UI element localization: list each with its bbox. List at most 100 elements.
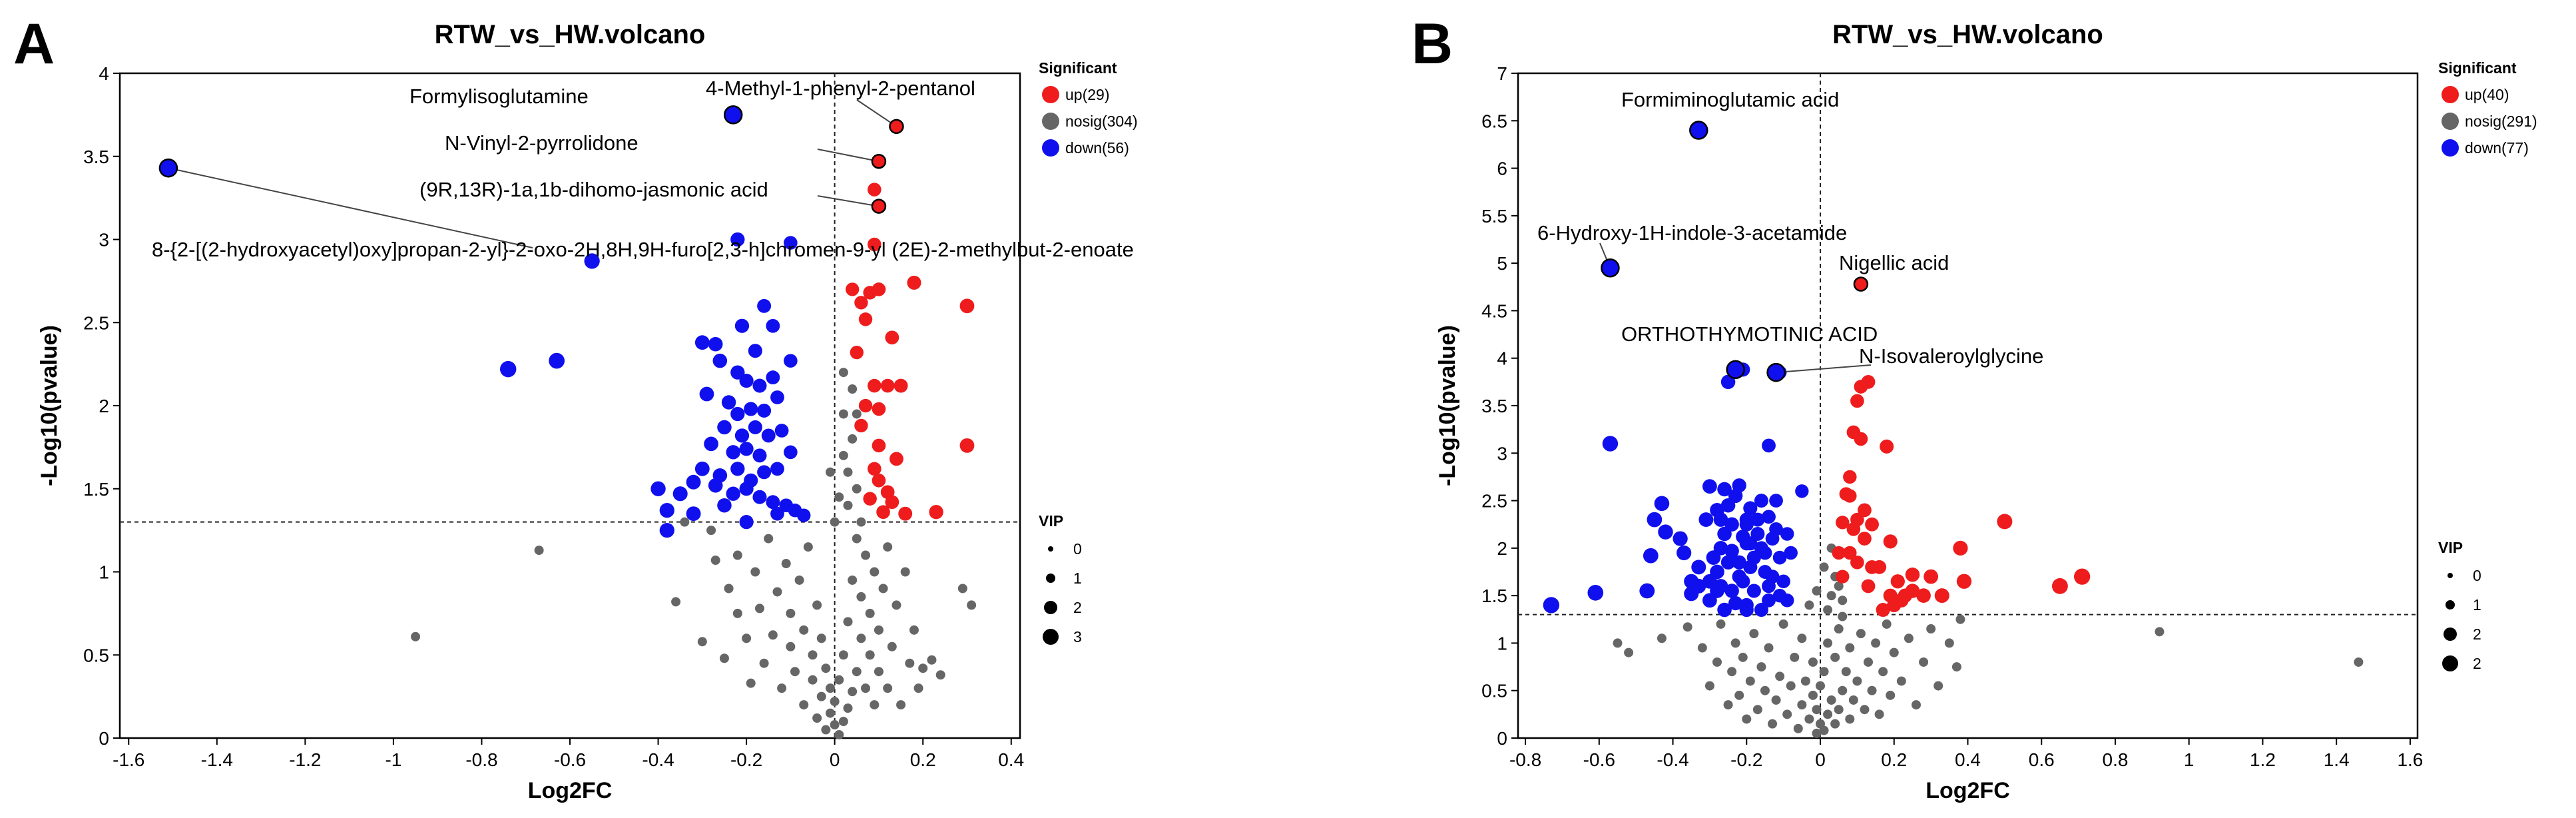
nosig-point <box>719 653 729 663</box>
x-tick-label: -1.4 <box>201 749 233 770</box>
x-tick-label: -0.4 <box>642 749 674 770</box>
nosig-point <box>1790 652 1800 662</box>
down-point <box>1769 522 1783 536</box>
down-point <box>672 486 688 502</box>
nosig-point <box>843 500 853 510</box>
y-axis-label: -Log10(pvalue) <box>37 325 62 486</box>
nosig-point <box>927 655 937 665</box>
down-point <box>752 448 767 463</box>
nosig-point <box>697 637 707 647</box>
nosig-point <box>746 678 756 688</box>
legend-item-label: nosig(291) <box>2465 113 2537 130</box>
down-point <box>739 515 754 530</box>
legend-swatch <box>1042 86 1059 103</box>
down-point <box>1739 602 1754 617</box>
nosig-point <box>834 675 844 685</box>
down-point <box>797 508 811 522</box>
down-point <box>1676 545 1692 561</box>
nosig-point <box>1697 643 1707 653</box>
legend-item-label: up(40) <box>2465 86 2509 103</box>
down-point <box>1784 546 1798 560</box>
nosig-point <box>1624 647 1634 657</box>
up-point <box>868 462 882 476</box>
y-tick-label: 1 <box>99 562 109 583</box>
nosig-point <box>534 546 544 556</box>
down-point <box>1732 478 1746 493</box>
x-tick-label: -1.6 <box>113 749 144 770</box>
nosig-point <box>909 625 919 635</box>
down-point <box>1673 531 1688 546</box>
legend-title: Significant <box>2438 59 2517 77</box>
annotation-leader-line <box>817 195 880 207</box>
down-point <box>1754 603 1768 617</box>
down-point <box>1750 512 1765 527</box>
nosig-point <box>808 675 818 685</box>
x-tick-label: -0.2 <box>1730 749 1762 770</box>
up-point <box>868 183 882 197</box>
up-point <box>1858 503 1872 518</box>
up-point <box>1861 579 1876 594</box>
nosig-point <box>1919 657 1929 667</box>
nosig-point <box>1819 725 1829 735</box>
nosig-point <box>878 584 888 594</box>
x-tick-label: 0.2 <box>1881 749 1907 770</box>
nosig-point <box>1889 647 1899 657</box>
x-tick-label: -0.8 <box>465 749 497 770</box>
up-point <box>1956 574 1972 589</box>
legend-swatch <box>2442 86 2459 103</box>
nosig-point <box>1808 690 1818 700</box>
y-tick-label: 6 <box>1497 159 1507 179</box>
vip-size-swatch <box>1046 574 1055 583</box>
nosig-point <box>777 683 787 693</box>
up-point <box>1850 394 1864 408</box>
nosig-point <box>1812 705 1822 715</box>
nosig-point <box>1613 638 1623 648</box>
nosig-point <box>1812 586 1822 596</box>
legend-swatch <box>1042 113 1059 130</box>
annotated-point <box>1766 362 1786 382</box>
up-point <box>880 378 895 393</box>
nosig-point <box>754 604 764 614</box>
down-point <box>694 335 710 350</box>
nosig-point <box>887 641 897 651</box>
down-point <box>734 318 750 333</box>
down-point <box>699 386 714 402</box>
down-point <box>1602 436 1619 452</box>
nosig-point <box>967 600 977 610</box>
nosig-point <box>1704 681 1714 691</box>
down-point <box>694 461 710 476</box>
nosig-point <box>1734 690 1744 700</box>
nosig-point <box>838 650 848 660</box>
nosig-point <box>1804 600 1814 610</box>
plot-frame <box>1517 72 2419 739</box>
down-point <box>1739 512 1754 527</box>
panel-letter: A <box>13 12 55 76</box>
x-tick-label: -0.8 <box>1509 749 1541 770</box>
y-tick-label: 1.5 <box>1481 586 1507 606</box>
nosig-point <box>764 534 774 544</box>
nosig-point <box>843 703 853 713</box>
nosig-point <box>2155 627 2165 637</box>
annotation-leader-line <box>856 99 897 127</box>
nosig-point <box>1951 662 1961 672</box>
down-point <box>1643 548 1659 564</box>
nosig-point <box>1856 629 1866 639</box>
legend-swatch <box>2442 139 2459 157</box>
up-point <box>1865 517 1879 532</box>
annotation-label: N-Vinyl-2-pyrrolidone <box>445 131 639 155</box>
annotated-point <box>1689 121 1708 140</box>
annotation-label: Formiminoglutamic acid <box>1621 88 1839 111</box>
nosig-point <box>1826 591 1836 601</box>
down-point <box>1780 527 1794 541</box>
up-point <box>1880 439 1894 454</box>
nosig-point <box>1834 581 1844 591</box>
down-point <box>1684 574 1699 589</box>
down-point <box>1762 510 1776 524</box>
nosig-point <box>1756 662 1766 672</box>
down-point <box>1587 585 1604 601</box>
down-point <box>739 482 754 496</box>
nosig-point <box>883 542 893 552</box>
nosig-point <box>856 517 866 527</box>
down-point <box>1713 512 1728 527</box>
